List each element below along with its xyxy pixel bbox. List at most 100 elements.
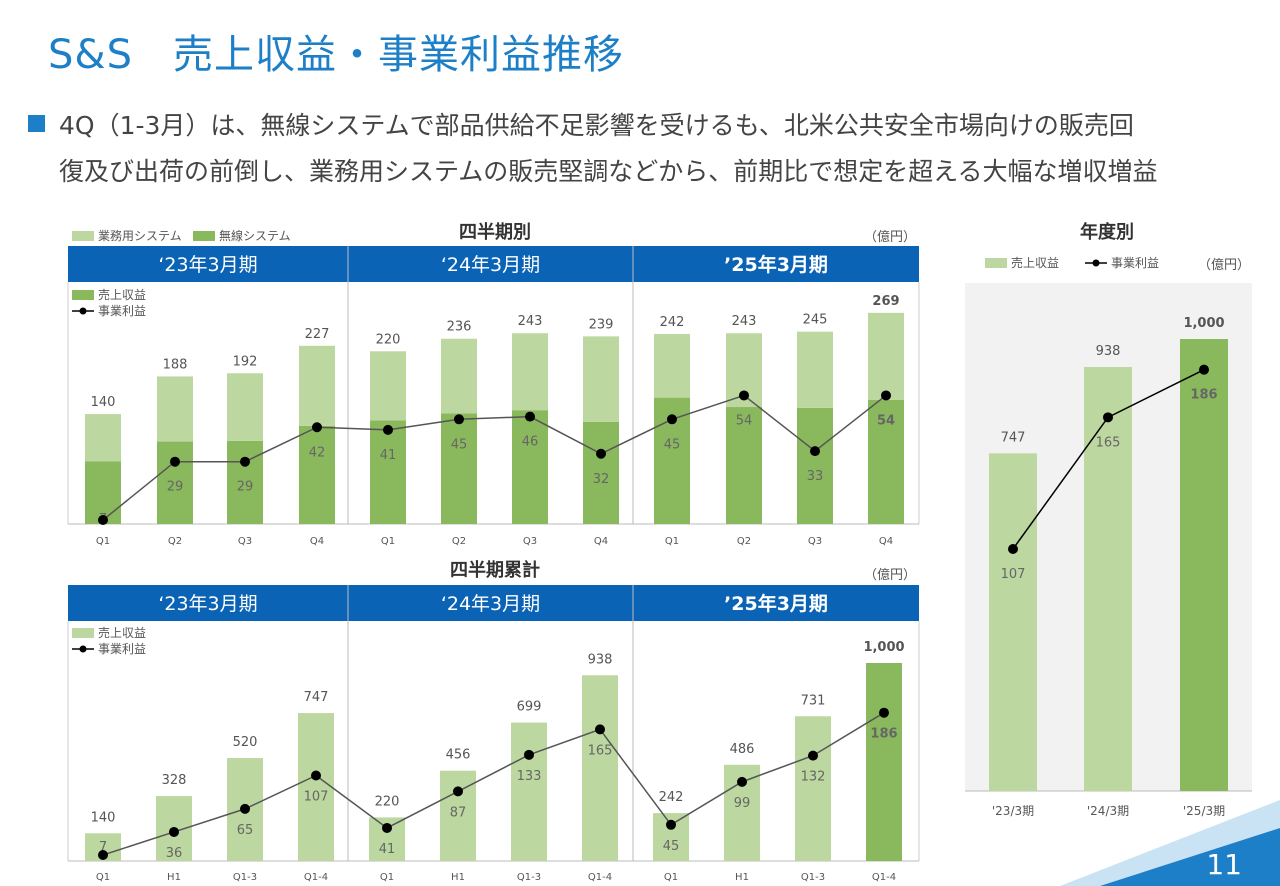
period-header-band: [68, 246, 919, 282]
legend-profit-marker: [79, 645, 87, 653]
x-tick-label: Q2: [737, 536, 751, 547]
profit-marker: [453, 786, 463, 797]
legend-profit-marker: [79, 307, 87, 315]
bar-business: [512, 333, 548, 411]
page-number: 11: [1206, 848, 1242, 881]
period-header-label: ’25年3月期: [724, 253, 828, 276]
bar-total-label: 328: [162, 773, 187, 788]
profit-label: 133: [517, 769, 542, 784]
profit-line: [102, 712, 885, 856]
profit-label: 45: [664, 437, 681, 452]
x-tick-label: Q1-4: [872, 872, 896, 883]
profit-label: 41: [380, 448, 397, 463]
profit-label: 7: [99, 840, 107, 855]
unit-label: （億円）: [864, 229, 916, 245]
period-header-label: ‘23年3月期: [158, 593, 257, 615]
x-tick-label: Q1-4: [304, 872, 328, 883]
profit-marker: [524, 749, 534, 760]
profit-marker: [240, 803, 250, 814]
bar-wireless: [370, 420, 406, 524]
period-header-label: ‘24年3月期: [441, 593, 540, 615]
bar-total-label: 236: [447, 320, 472, 335]
summary-line-1: 4Q（1-3月）は、無線システムで部品供給不足影響を受けるも、北米公共安全市場向…: [59, 111, 1134, 140]
profit-marker: [382, 822, 392, 833]
bar-wireless: [441, 413, 477, 524]
unit-label: （億円）: [1198, 257, 1250, 273]
x-tick-label: '24/3期: [1087, 804, 1129, 818]
bar-business: [299, 345, 335, 426]
bar-revenue: [582, 675, 618, 861]
profit-label: 186: [870, 727, 897, 742]
profit-label: 186: [1190, 388, 1217, 403]
profit-label: 54: [877, 413, 895, 428]
bar-total-label: 938: [588, 652, 613, 667]
x-tick-label: Q1-4: [588, 872, 612, 883]
profit-marker: [737, 776, 747, 787]
period-header-label: ‘23年3月期: [158, 254, 257, 276]
period-header-label: ’25年3月期: [724, 592, 828, 615]
bar-wireless: [85, 461, 121, 524]
chart-title: 四半期別: [459, 221, 531, 243]
bar-wireless: [583, 421, 619, 524]
profit-marker: [595, 724, 605, 735]
legend-revenue-label: 売上収益: [1011, 255, 1059, 270]
legend-profit-marker: [1092, 259, 1100, 267]
profit-marker: [739, 390, 749, 401]
profit-label: 32: [593, 472, 610, 487]
profit-label: 33: [807, 469, 824, 484]
profit-line: [102, 394, 887, 521]
legend-business-label: 業務用システム: [98, 229, 182, 243]
x-tick-label: '25/3期: [1183, 804, 1225, 818]
bar-value-label: 1,000: [1183, 316, 1224, 331]
legend-business-swatch: [72, 231, 94, 241]
profit-label: 165: [1096, 435, 1121, 450]
x-tick-label: Q1-3: [801, 872, 825, 883]
bar-revenue: [989, 453, 1037, 791]
legend-profit-label: 事業利益: [98, 642, 146, 656]
chart-title: 四半期累計: [450, 559, 540, 581]
bar-total-label: 269: [872, 294, 899, 309]
profit-marker: [98, 515, 108, 525]
profit-marker: [808, 750, 818, 761]
bar-business: [157, 376, 193, 442]
bar-total-label: 242: [659, 790, 684, 805]
bar-revenue: [511, 722, 547, 861]
bar-total-label: 245: [803, 313, 828, 328]
profit-marker: [454, 414, 464, 425]
bar-total-label: 1,000: [863, 640, 904, 655]
profit-label: 54: [736, 413, 753, 428]
bar-business: [583, 336, 619, 422]
x-tick-label: Q1: [96, 536, 110, 547]
bar-total-label: 140: [91, 810, 116, 825]
unit-label: （億円）: [864, 567, 916, 583]
x-tick-label: Q3: [238, 536, 252, 547]
bar-wireless: [512, 410, 548, 524]
bar-total-label: 239: [589, 317, 614, 332]
legend-revenue-swatch: [72, 290, 94, 300]
period-header-label: ‘24年3月期: [441, 254, 540, 276]
bar-business: [85, 414, 121, 462]
bar-wireless: [726, 407, 762, 524]
profit-label: 29: [237, 480, 254, 495]
bar-revenue: [866, 663, 902, 861]
bar-total-label: 220: [376, 332, 401, 347]
bar-total-label: 243: [732, 314, 757, 329]
bar-business: [441, 338, 477, 414]
profit-marker: [596, 448, 606, 459]
bar-total-label: 242: [660, 315, 685, 330]
bar-total-label: 220: [375, 794, 400, 809]
profit-marker: [667, 414, 677, 425]
legend-revenue-label: 売上収益: [98, 287, 146, 302]
bar-business: [797, 331, 833, 408]
legend-revenue-swatch: [72, 628, 94, 638]
profit-marker: [881, 390, 891, 401]
profit-marker: [311, 770, 321, 781]
x-tick-label: H1: [451, 872, 465, 883]
profit-marker: [525, 411, 535, 422]
profit-label: 36: [166, 846, 183, 861]
bar-business: [654, 334, 690, 398]
summary-line-2: 復及び出荷の前倒し、業務用システムの販売堅調などから、前期比で想定を超える大幅な…: [59, 157, 1158, 186]
bar-total-label: 456: [446, 748, 471, 763]
x-tick-label: Q4: [310, 536, 324, 547]
